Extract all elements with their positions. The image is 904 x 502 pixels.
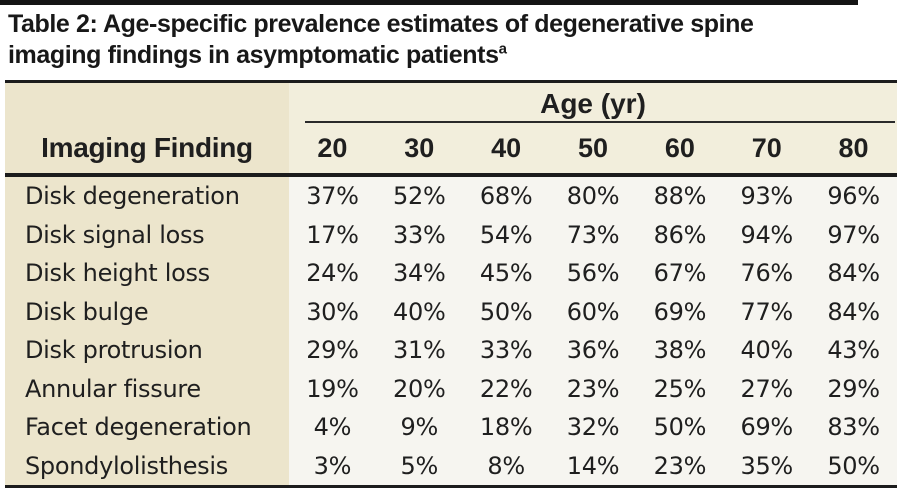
table-row: Spondylolisthesis 3% 5% 8% 14% 23% 35% 50% xyxy=(5,446,897,485)
value-cell: 22% xyxy=(479,374,533,403)
caption-footnote-marker: a xyxy=(498,40,507,58)
value-cell: 50% xyxy=(479,297,533,326)
value-cell: 84% xyxy=(827,297,880,326)
caption-line2: imaging findings in asymptomatic patient… xyxy=(8,40,499,69)
table-row: Disk degeneration 37% 52% 68% 80% 88% 93% 96% xyxy=(5,177,897,216)
value-cell: 93% xyxy=(740,182,793,211)
table-caption: Table 2: Age-specific prevalence estimat… xyxy=(8,9,896,70)
value-cell: 40% xyxy=(393,297,446,326)
age-group-underline xyxy=(305,121,895,123)
value-cell: 69% xyxy=(740,413,793,442)
age-columns-row: 20 30 40 50 60 70 80 xyxy=(289,123,897,173)
value-cell: 84% xyxy=(827,259,880,288)
value-cell: 23% xyxy=(653,451,707,480)
value-cell: 8% xyxy=(487,451,525,480)
row-label: Disk degeneration xyxy=(5,177,289,216)
value-cell: 19% xyxy=(306,374,359,403)
value-cell: 50% xyxy=(827,451,880,480)
value-cell: 68% xyxy=(479,182,533,211)
value-cell: 73% xyxy=(566,220,620,249)
column-header-80: 80 xyxy=(838,132,869,163)
column-header-30: 30 xyxy=(404,132,435,163)
row-label: Disk protrusion xyxy=(5,331,289,370)
value-cell: 40% xyxy=(740,336,793,365)
value-cell: 80% xyxy=(566,182,620,211)
value-cell: 50% xyxy=(653,413,707,442)
value-cell: 27% xyxy=(740,374,793,403)
table-row: Disk protrusion 29% 31% 33% 36% 38% 40% 43% xyxy=(5,331,897,370)
value-cell: 60% xyxy=(566,297,620,326)
column-header-50: 50 xyxy=(577,132,609,163)
value-cell: 86% xyxy=(653,220,707,249)
column-header-20: 20 xyxy=(317,132,348,163)
row-label: Disk bulge xyxy=(5,292,289,331)
value-cell: 36% xyxy=(566,336,620,365)
value-cell: 54% xyxy=(479,220,533,249)
row-label: Disk height loss xyxy=(5,254,289,293)
value-cell: 94% xyxy=(740,220,793,249)
caption-line1: Table 2: Age-specific prevalence estimat… xyxy=(8,10,754,38)
value-cell: 77% xyxy=(740,297,793,326)
table-row: Annular fissure 19% 20% 22% 23% 25% 27% 29% xyxy=(5,369,897,408)
value-cell: 5% xyxy=(400,451,439,480)
value-cell: 96% xyxy=(827,182,880,211)
value-cell: 4% xyxy=(313,413,352,442)
prevalence-table: Imaging Finding Age (yr) 20 30 40 50 60 70 80 … xyxy=(5,80,897,488)
age-group-label: Age (yr) xyxy=(540,88,646,119)
value-cell: 31% xyxy=(393,336,446,365)
value-cell: 9% xyxy=(400,413,439,442)
value-cell: 33% xyxy=(393,220,446,249)
value-cell: 76% xyxy=(740,259,793,288)
age-group-header: Age (yr) 20 30 40 50 60 70 80 xyxy=(289,83,897,173)
table-row: Disk bulge 30% 40% 50% 60% 69% 77% 84% xyxy=(5,292,897,331)
value-cell: 43% xyxy=(827,336,880,365)
value-cell: 23% xyxy=(566,374,620,403)
value-cell: 52% xyxy=(393,182,446,211)
value-cell: 17% xyxy=(306,220,359,249)
column-header-60: 60 xyxy=(664,132,695,163)
value-cell: 20% xyxy=(393,374,446,403)
value-cell: 45% xyxy=(479,259,533,288)
value-cell: 35% xyxy=(740,451,793,480)
value-cell: 34% xyxy=(393,259,446,288)
row-label: Disk signal loss xyxy=(5,215,289,254)
value-cell: 56% xyxy=(566,259,620,288)
value-cell: 69% xyxy=(653,297,707,326)
table-row: Facet degeneration 4% 9% 18% 32% 50% 69% 83% xyxy=(5,408,897,447)
row-label: Spondylolisthesis xyxy=(5,446,289,485)
imaging-finding-header: Imaging Finding xyxy=(5,83,289,173)
table-header: Imaging Finding Age (yr) 20 30 40 50 60 70 80 xyxy=(5,83,897,173)
row-label: Annular fissure xyxy=(5,369,289,408)
value-cell: 97% xyxy=(827,220,880,249)
row-label: Facet degeneration xyxy=(5,408,289,447)
value-cell: 38% xyxy=(653,336,707,365)
value-cell: 24% xyxy=(306,259,359,288)
table-row: Disk signal loss 17% 33% 54% 73% 86% 94% 97% xyxy=(5,215,897,254)
column-header-70: 70 xyxy=(751,132,782,163)
value-cell: 14% xyxy=(566,451,620,480)
table-body: Disk degeneration 37% 52% 68% 80% 88% 93% 96% Di… xyxy=(5,173,897,488)
value-cell: 3% xyxy=(313,451,352,480)
value-cell: 29% xyxy=(827,374,880,403)
top-rule xyxy=(0,0,858,5)
value-cell: 18% xyxy=(479,413,533,442)
value-cell: 33% xyxy=(479,336,533,365)
value-cell: 88% xyxy=(653,182,707,211)
value-cell: 30% xyxy=(306,297,359,326)
table-row: Disk height loss 24% 34% 45% 56% 67% 76% 84% xyxy=(5,254,897,293)
value-cell: 29% xyxy=(306,336,359,365)
value-cell: 25% xyxy=(653,374,707,403)
column-header-40: 40 xyxy=(491,132,522,163)
value-cell: 32% xyxy=(566,413,620,442)
value-cell: 67% xyxy=(653,259,707,288)
value-cell: 83% xyxy=(827,413,880,442)
value-cell: 37% xyxy=(306,182,359,211)
